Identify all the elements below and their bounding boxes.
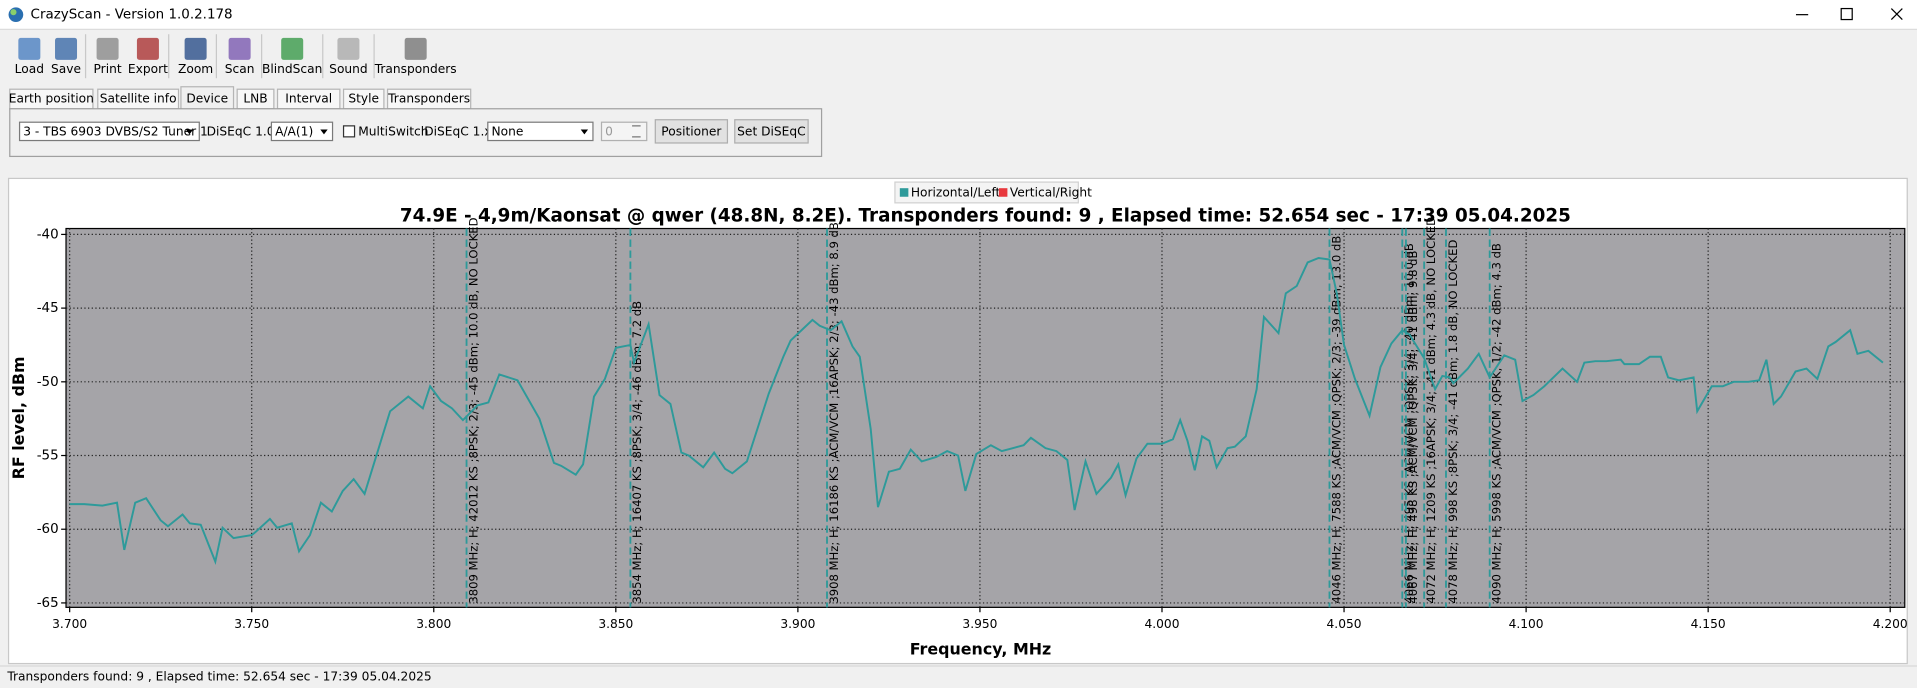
tab-label: LNB — [243, 91, 267, 105]
legend-swatch — [998, 188, 1008, 197]
tuner-combo[interactable] — [18, 121, 200, 142]
toolbar: Load Save Print Export Zoom Scan BlindScan Soun… — [15, 34, 457, 79]
toolbar-label: Load — [15, 62, 44, 76]
toolbar-label: Export — [128, 62, 168, 76]
toolbar-label: BlindScan — [262, 62, 322, 76]
toolbar-label: Zoom — [178, 62, 213, 76]
spectrum-line — [69, 256, 1884, 566]
legend-label: Horizontal/Left — [911, 186, 1001, 200]
x-tick-label: 4.100 — [1509, 617, 1544, 631]
tab-label: Earth position — [9, 91, 94, 105]
x-tick-label: 3.900 — [780, 617, 815, 631]
legend-label: Vertical/Right — [1010, 186, 1092, 200]
toolbar-icon — [18, 37, 41, 60]
combo-arrow — [320, 129, 328, 135]
toolbar-icon — [184, 37, 207, 60]
tuner-value: 3 - TBS 6903 DVBS/S2 Tuner 1 — [23, 124, 208, 138]
toolbar-label: Sound — [329, 62, 367, 76]
transponder-label: 4078 MHz; H; 998 KS ;8PSK; 3/4; -41 dBm;… — [1446, 240, 1460, 604]
toolbar-icon — [337, 37, 360, 60]
x-tick-label: 3.800 — [416, 617, 451, 631]
toolbar-label: Print — [94, 62, 122, 76]
diseqc10-label: DiSEqC 1.0: — [207, 124, 279, 138]
spin-value: 0 — [605, 124, 613, 138]
transponder-label: 4072 MHz; H; 1209 KS ;16APSK; 3/4; -41 d… — [1424, 217, 1438, 604]
y-axis-label: RF level, dBm — [9, 356, 28, 479]
diseqc1x-value: None — [491, 124, 523, 138]
y-tick-label: -55 — [37, 449, 59, 464]
plot-area — [65, 227, 1906, 608]
toolbar-label: Save — [51, 62, 81, 76]
tab-label: Device — [186, 91, 228, 105]
transponder-label: 4090 MHz; H; 5998 KS ;ACM/VCM ;QPSK; 1/2… — [1490, 243, 1504, 604]
x-axis-label: Frequency, MHz — [910, 640, 1052, 659]
spin-arrows — [632, 125, 641, 138]
transponder-label: 3908 MHz; H; 16186 KS ;ACM/VCM ;16APSK; … — [827, 222, 841, 604]
toolbar-label: Scan — [225, 62, 255, 76]
toolbar-icon — [281, 37, 304, 60]
app-icon — [8, 7, 24, 22]
x-tick-label: 3.700 — [52, 617, 87, 631]
toolbar-icon — [136, 37, 159, 60]
tab-label: Style — [348, 91, 379, 105]
toolbar-icon — [96, 37, 119, 60]
diseqc10-combo[interactable] — [270, 121, 334, 142]
toolbar-label: Transponders — [374, 62, 457, 76]
x-tick-label: 3.850 — [598, 617, 633, 631]
combo-arrow — [185, 129, 194, 135]
y-tick-label: -65 — [37, 596, 59, 611]
transponder-label: 3854 MHz; H; 16407 KS ;8PSK; 3/4; -46 dB… — [630, 301, 644, 604]
chart-title: 74.9E - 4,9m/Kaonsat @ qwer (48.8N, 8.2E… — [400, 205, 1571, 226]
toolbar-icon — [404, 37, 427, 60]
transponder-label: 4067 MHz; H; 498 KS ;ACM/VCM ;QPSK; 3/4;… — [1406, 250, 1420, 603]
multiswitch-checkbox[interactable] — [342, 125, 356, 138]
title-bar — [0, 0, 1917, 30]
x-tick-label: 3.750 — [234, 617, 269, 631]
tab-strip: Earth position Satellite info Device LNB Int… — [9, 86, 472, 111]
diseqc10-value: A/A(1) — [275, 124, 313, 138]
window-title: CrazyScan - Version 1.0.2.178 — [31, 8, 233, 23]
toolbar-icon — [55, 37, 78, 60]
spin-box[interactable] — [600, 121, 648, 142]
transponder-label: 4046 MHz; H; 7588 KS ;ACM/VCM ;QPSK; 2/3… — [1329, 236, 1343, 604]
positioner-button[interactable] — [654, 119, 729, 144]
tab-label: Transponders — [387, 91, 470, 105]
set-diseqc-label: Set DiSEqC — [737, 124, 806, 138]
diseqc1x-label: DiSEqC 1.x: — [424, 124, 495, 138]
x-tick-label: 3.950 — [962, 617, 997, 631]
diseqc1x-combo[interactable] — [487, 121, 594, 142]
positioner-label: Positioner — [661, 124, 722, 138]
x-tick-label: 4.050 — [1327, 617, 1362, 631]
chart: 3.700 3.750 3.800 3.850 3.900 3.950 4.000 4.050… — [9, 181, 1908, 659]
set-diseqc-button[interactable] — [734, 119, 809, 144]
y-tick-label: -45 — [37, 301, 59, 316]
toolbar-icon — [228, 37, 251, 60]
close-button[interactable] — [1890, 8, 1903, 20]
x-tick-label: 4.150 — [1691, 617, 1726, 631]
status-bar: Transponders found: 9 , Elapsed time: 52… — [6, 670, 431, 684]
y-tick-label: -60 — [37, 522, 59, 537]
x-tick-label: 4.000 — [1144, 617, 1179, 631]
legend-box — [894, 181, 1079, 204]
legend-swatch — [899, 188, 909, 197]
x-tick-label: 4.200 — [1873, 617, 1908, 631]
tab-label: Satellite info — [100, 91, 177, 105]
app-icon-detail — [10, 9, 17, 16]
multiswitch-label: MultiSwitch — [358, 124, 428, 138]
tab-label: Interval — [285, 91, 332, 105]
maximize-button[interactable] — [1840, 7, 1853, 21]
y-tick-label: -50 — [37, 375, 59, 390]
combo-arrow — [580, 129, 589, 135]
y-tick-label: -40 — [37, 227, 59, 242]
